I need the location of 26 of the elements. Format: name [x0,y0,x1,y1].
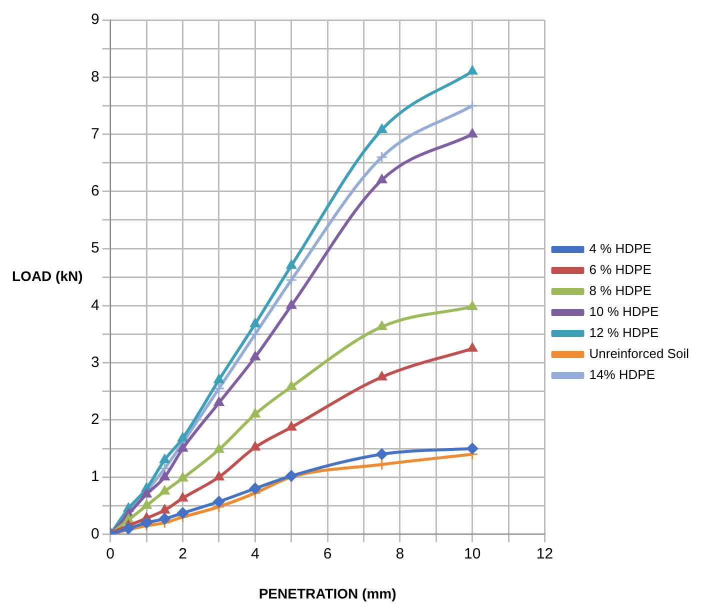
legend-label: Unreinforced Soil [589,346,690,362]
legend-label: 4 % HDPE [589,241,652,256]
legend-label: 12 % HDPE [589,325,659,340]
x-tick-label: 4 [250,545,260,562]
legend-label: 6 % HDPE [589,262,652,278]
y-axis-title: LOAD (kN) [12,268,83,284]
legend-label: 14% HDPE [589,367,656,382]
x-tick-label: 6 [323,545,332,562]
y-tick-label: 1 [91,468,100,486]
y-tick-label: 8 [91,68,100,86]
y-tick-label: 2 [91,411,100,428]
y-tick-label: 3 [91,354,100,371]
y-tick-label: 6 [91,182,100,200]
y-tick-label: 9 [91,11,100,28]
y-tick-label: 7 [91,125,100,142]
legend-label: 8 % HDPE [589,283,652,298]
x-axis-title: PENETRATION (mm) [258,585,396,602]
y-tick-label: 4 [91,296,100,314]
x-tick-label: 2 [178,545,187,562]
x-tick-label: 12 [536,545,554,562]
legend-label: 10 % HDPE [589,304,659,320]
x-tick-label: 0 [106,545,115,562]
x-tick-label: 8 [396,545,404,562]
y-tick-label: 0 [91,525,100,542]
y-tick-label: 5 [91,240,100,257]
x-tick-label: 10 [464,545,481,562]
